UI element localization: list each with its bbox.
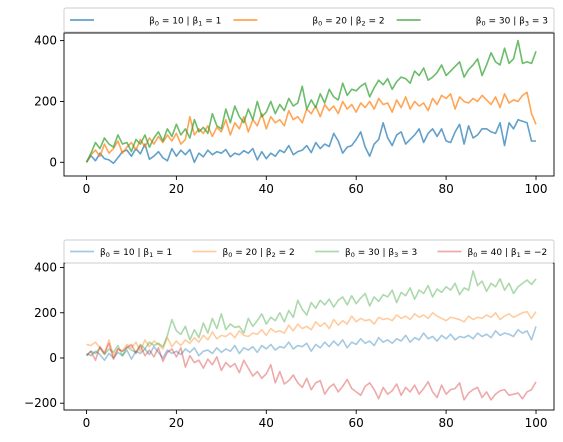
y-tick-label: 0 xyxy=(49,155,57,169)
axes-frame xyxy=(63,32,555,177)
legend-label: β0 = 30 | β3 = 3 xyxy=(345,248,417,259)
legend: β0 = 10 | β1 = 1 β0 = 20 | β2 = 2 β0 = 30 … xyxy=(63,7,555,33)
legend-label: β0 = 20 | β2 = 2 xyxy=(223,248,295,259)
series-line-3 xyxy=(85,39,537,163)
y-tick-label: −200 xyxy=(24,396,57,410)
x-tick-label: 100 xyxy=(525,416,548,430)
x-tick-label: 0 xyxy=(83,182,91,196)
x-tick-label: 100 xyxy=(525,182,548,196)
legend-label: β0 = 10 | β1 = 1 xyxy=(100,248,172,259)
x-tick-label: 40 xyxy=(259,416,274,430)
x-tick-label: 60 xyxy=(349,416,364,430)
x-tick-label: 40 xyxy=(259,182,274,196)
y-tick-label: 0 xyxy=(49,351,57,365)
series-line-2 xyxy=(86,310,537,357)
legend-label: β0 = 10 | β1 = 1 xyxy=(149,17,221,28)
legend: β0 = 10 | β1 = 1 β0 = 20 | β2 = 2 β0 = 30 … xyxy=(63,239,555,264)
x-tick-label: 60 xyxy=(349,182,364,196)
plot-area xyxy=(85,270,537,401)
x-tick-label: 20 xyxy=(169,416,184,430)
y-tick-label: 200 xyxy=(34,94,57,108)
legend-box xyxy=(63,239,555,264)
series-line-3 xyxy=(85,270,537,357)
y-tick-label: 200 xyxy=(34,306,57,320)
legend-label: β0 = 30 | β3 = 3 xyxy=(476,17,548,28)
y-tick-label: 400 xyxy=(34,34,57,48)
x-tick-label: 0 xyxy=(83,416,91,430)
series-line-1 xyxy=(86,326,537,362)
series-line-1 xyxy=(85,118,537,165)
y-tick-label: 400 xyxy=(34,261,57,275)
legend-box xyxy=(63,7,555,33)
legend-label: β0 = 20 | β2 = 2 xyxy=(312,17,384,28)
series-line-2 xyxy=(85,91,537,163)
plot-area xyxy=(85,39,537,165)
series-line-4 xyxy=(85,342,537,401)
x-tick-label: 20 xyxy=(169,182,184,196)
axes-frame xyxy=(63,262,555,411)
x-tick-label: 80 xyxy=(438,416,453,430)
legend-label: β0 = 40 | β1 = −2 xyxy=(468,248,548,259)
x-tick-label: 80 xyxy=(438,182,453,196)
